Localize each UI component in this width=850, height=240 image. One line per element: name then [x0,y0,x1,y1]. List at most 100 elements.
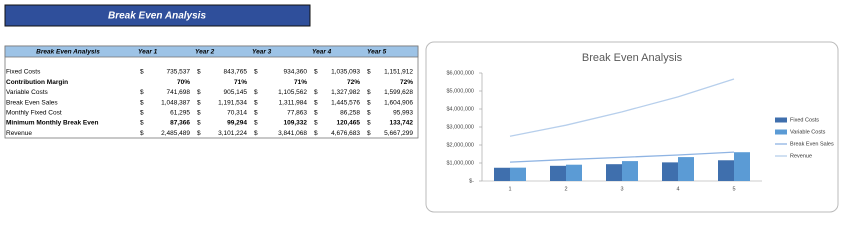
table-cell: 133,742 [390,120,414,127]
table-header [4,45,419,58]
table-header-cell: Year 3 [252,49,272,56]
table-frame [4,45,419,139]
currency-symbol: $ [314,110,318,117]
currency-symbol: $ [367,69,371,76]
table-cell: 72% [347,79,360,86]
currency-symbol: $ [314,120,318,127]
table-cell: 1,151,912 [384,69,413,76]
x-tick-label: 1 [508,186,511,192]
currency-symbol: $ [254,89,258,96]
table-cell: 741,698 [167,89,191,96]
currency-symbol: $ [367,110,371,117]
currency-symbol: $ [254,69,258,76]
table-cell: 71% [234,79,247,86]
currency-symbol: $ [140,89,144,96]
currency-symbol: $ [197,89,201,96]
y-tick-label: $- [469,178,474,184]
table-header-cell: Year 2 [195,49,215,56]
table-cell: 843,765 [224,69,248,76]
line [509,78,735,137]
table-cell: 86,258 [340,110,360,117]
table-cell: 1,035,093 [331,69,360,76]
legend-label: Revenue [790,153,812,159]
legend-swatch [775,129,787,135]
currency-symbol: $ [197,110,201,117]
row-label: Variable Costs [6,89,49,96]
y-tick-label: $1,000,000 [446,160,474,166]
bar [622,161,638,181]
row-label: Minimum Monthly Break Even [6,120,98,127]
currency-symbol: $ [254,110,258,117]
table-cell: 70,314 [227,110,247,117]
table-cell: 71% [294,79,307,86]
x-tick-label: 3 [620,186,623,192]
currency-symbol: $ [367,130,371,137]
table-cell: 1,048,387 [161,99,190,106]
table-cell: 3,101,224 [218,130,247,137]
currency-symbol: $ [197,69,201,76]
x-tick-label: 5 [732,186,735,192]
currency-symbol: $ [140,120,144,127]
table-cell: 72% [400,79,413,86]
table-cell: 77,863 [287,110,307,117]
table-cell: 934,360 [284,69,308,76]
table-cell: 87,366 [170,120,190,127]
currency-symbol: $ [367,89,371,96]
bar [718,160,734,181]
table-cell: 905,145 [224,89,248,96]
bar [678,157,694,181]
bar [494,167,510,181]
legend-label: Break Even Sales [790,141,834,147]
chart-title: Break Even Analysis [582,52,683,64]
table-cell: 735,537 [167,69,191,76]
currency-symbol: $ [140,99,144,106]
currency-symbol: $ [197,99,201,106]
table-cell: 70% [177,79,190,86]
table-cell: 1,311,984 [279,99,308,106]
bar [566,164,582,181]
y-tick-label: $3,000,000 [446,124,474,130]
y-tick-label: $6,000,000 [446,70,474,76]
currency-symbol: $ [197,130,201,137]
chart-panel [425,41,839,213]
table-cell: 1,191,534 [218,99,247,106]
currency-symbol: $ [140,69,144,76]
banner [4,4,311,27]
bar [662,162,678,181]
table-cell: 1,599,628 [384,89,413,96]
table-cell: 2,485,489 [161,130,190,137]
bar [734,152,750,181]
legend-label: Variable Costs [790,129,826,135]
table-header-cell: Break Even Analysis [36,49,100,56]
currency-symbol: $ [254,130,258,137]
row-label: Monthly Fixed Cost [6,110,62,117]
bar [606,164,622,181]
currency-symbol: $ [197,120,201,127]
currency-symbol: $ [367,99,371,106]
table-cell: 120,465 [337,120,361,127]
table-cell: 1,445,576 [331,99,360,106]
table-cell: 95,993 [393,110,413,117]
currency-symbol: $ [140,110,144,117]
currency-symbol: $ [254,120,258,127]
y-tick-label: $2,000,000 [446,142,474,148]
x-tick-label: 2 [564,186,567,192]
row-label: Fixed Costs [6,69,41,76]
table-cell: 61,295 [170,110,190,117]
table-header-cell: Year 5 [367,49,387,56]
table-header-cell: Year 1 [138,49,158,56]
row-label: Revenue [6,130,32,137]
row-label: Contribution Margin [6,79,68,86]
currency-symbol: $ [254,99,258,106]
currency-symbol: $ [367,120,371,127]
table-cell: 5,667,299 [384,130,413,137]
x-tick-label: 4 [676,186,679,192]
currency-symbol: $ [314,89,318,96]
y-tick-label: $4,000,000 [446,106,474,112]
table-cell: 99,294 [227,120,247,127]
bar [510,167,526,181]
table-cell: 1,105,562 [278,89,307,96]
currency-symbol: $ [314,130,318,137]
row-label: Break Even Sales [6,99,58,106]
table-cell: 1,327,982 [331,89,360,96]
